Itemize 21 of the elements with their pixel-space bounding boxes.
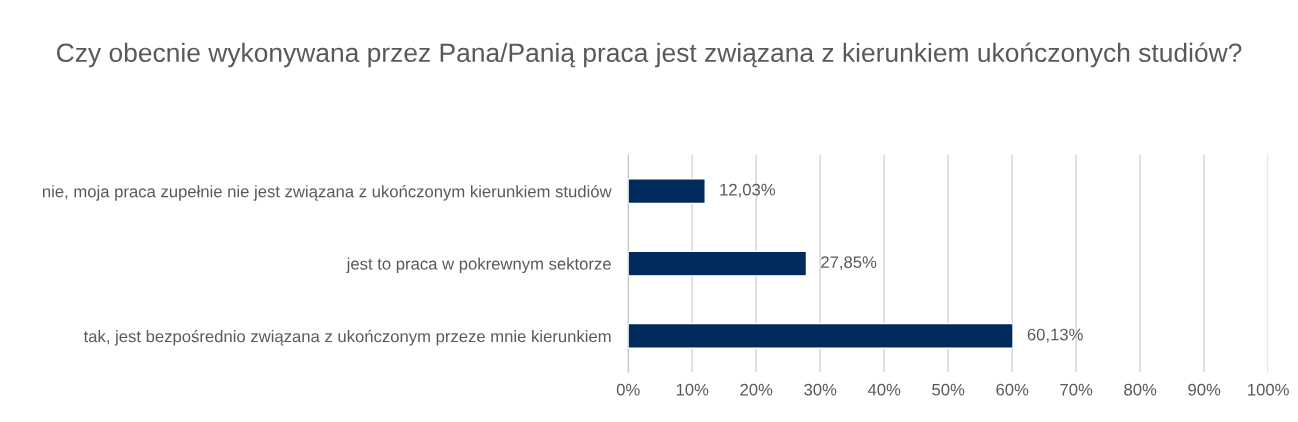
bar — [628, 322, 1014, 349]
x-tick-label: 20% — [740, 383, 773, 396]
y-tick-label: tak, jest bezpośrednio związana z ukończonym przeze mnie kierunkiem — [83, 329, 611, 346]
data-label: 60,13% — [1027, 328, 1083, 343]
x-tick-label: 0% — [616, 383, 640, 396]
x-tick-label: 50% — [932, 383, 965, 396]
x-tick-label: 90% — [1188, 383, 1221, 396]
bar — [628, 178, 706, 205]
bar — [628, 250, 808, 277]
x-tick-label: 70% — [1060, 383, 1093, 396]
y-tick-label: jest to praca w pokrewnym sektorze — [346, 257, 611, 274]
y-tick-label: nie, moja praca zupełnie nie jest związana z ukończonym kierunkiem studiów — [42, 184, 612, 201]
x-tick-label: 80% — [1124, 383, 1157, 396]
x-tick-label: 60% — [996, 383, 1029, 396]
x-tick-label: 100% — [1248, 383, 1289, 396]
data-label: 12,03% — [720, 183, 776, 198]
data-label: 27,85% — [821, 256, 877, 270]
x-tick-label: 30% — [804, 383, 837, 396]
x-tick-label: 10% — [676, 383, 709, 396]
x-tick-label: 40% — [867, 383, 901, 396]
chart-title: Czy obecnie wykonywana przez Pana/Panią praca jest związana z kierunkiem ukończonych studiów? — [57, 42, 1242, 68]
